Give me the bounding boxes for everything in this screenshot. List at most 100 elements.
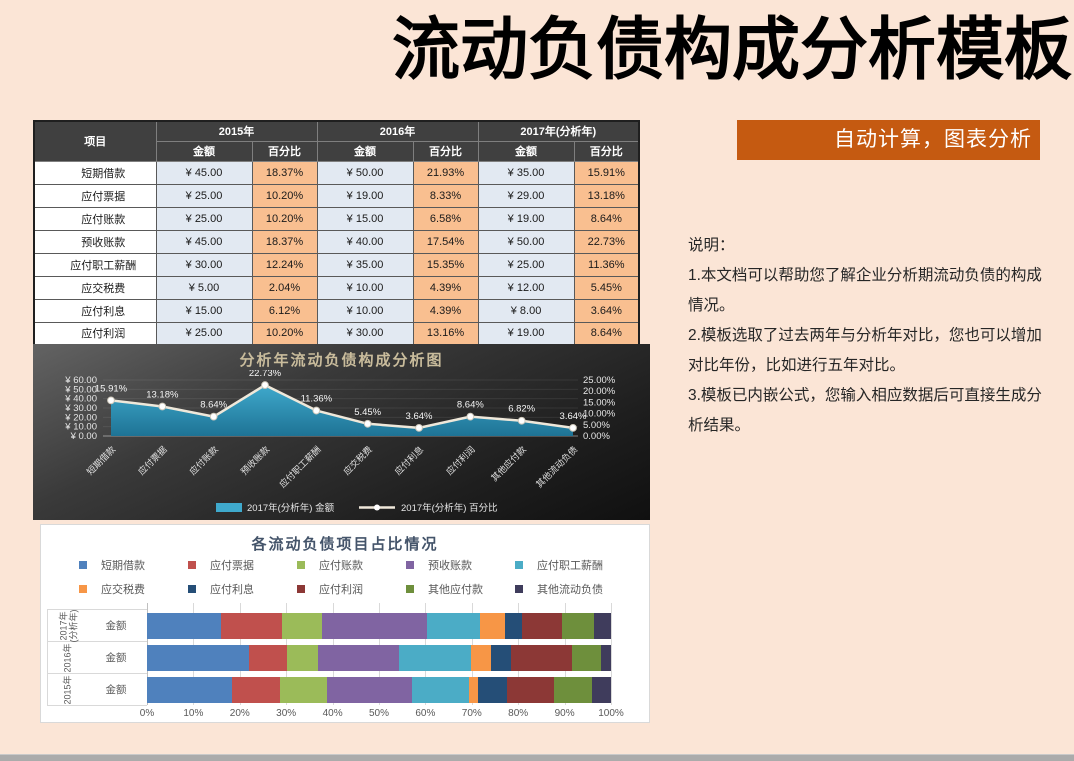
cell-percent[interactable]: 18.37% — [251, 229, 318, 254]
legend-item[interactable]: 短期借款 — [79, 557, 188, 573]
cell-amount[interactable]: ¥ 15.00 — [316, 206, 414, 231]
liabilities-table[interactable]: 项目 2015年 2016年 2017年(分析年) 金额 百分比 金额 百分比 金额 百分比 短期… — [33, 120, 641, 346]
cell-percent[interactable]: 8.64% — [573, 206, 640, 231]
legend-item[interactable]: 其他流动负债 — [515, 581, 624, 597]
data-label: 11.36% — [301, 394, 333, 405]
col-subheader-0-1[interactable]: 百分比 — [251, 140, 318, 162]
cell-amount[interactable]: ¥ 50.00 — [477, 229, 575, 254]
right-axis-tick: 25.00% — [583, 375, 616, 386]
cell-amount[interactable]: ¥ 40.00 — [316, 229, 414, 254]
cell-amount[interactable]: ¥ 29.00 — [477, 183, 575, 208]
cell-amount[interactable]: ¥ 35.00 — [316, 252, 414, 277]
cell-amount[interactable]: ¥ 10.00 — [316, 275, 414, 300]
cell-percent[interactable]: 15.91% — [573, 160, 640, 185]
legend-amount-label[interactable]: 2017年(分析年) 金额 — [247, 502, 335, 514]
legend-item[interactable]: 应付职工薪酬 — [515, 557, 624, 573]
cell-percent[interactable]: 13.18% — [573, 183, 640, 208]
cell-percent[interactable]: 4.39% — [412, 275, 479, 300]
cell-percent[interactable]: 12.24% — [251, 252, 318, 277]
cell-percent[interactable]: 6.58% — [412, 206, 479, 231]
col-header-item[interactable]: 项目 — [33, 120, 157, 162]
col-subheader-0-0[interactable]: 金额 — [155, 140, 253, 162]
area-chart-plot: ¥ 60.00¥ 50.00¥ 40.00¥ 30.00¥ 20.00¥ 10.… — [64, 370, 616, 514]
legend-item[interactable]: 应付利息 — [188, 581, 297, 597]
stacked-bar-chart[interactable]: 各流动负债项目占比情况 短期借款 应付票据 应付账款 预收账款 应付职工薪酬 应交税费 应付… — [40, 524, 650, 723]
cell-item[interactable]: 短期借款 — [33, 160, 157, 185]
cell-item[interactable]: 应付利息 — [33, 298, 157, 323]
analysis-year-area-chart[interactable]: 分析年流动负债构成分析图 ¥ 60.00 ¥ 50.00 ¥ 40.00 ¥ 30.0… — [33, 344, 650, 520]
bar-segment — [594, 613, 611, 639]
cell-item[interactable]: 应付票据 — [33, 183, 157, 208]
cell-amount[interactable]: ¥ 30.00 — [316, 321, 414, 346]
left-axis-tick: ¥ 10.00 — [64, 422, 97, 433]
cell-item[interactable]: 应交税费 — [33, 275, 157, 300]
cell-percent[interactable]: 10.20% — [251, 183, 318, 208]
table-row: 应付利息 ¥ 15.00 6.12% ¥ 10.00 4.39% ¥ 8.00 3.64% — [33, 298, 640, 323]
cell-percent[interactable]: 8.33% — [412, 183, 479, 208]
cell-item[interactable]: 预收账款 — [33, 229, 157, 254]
legend-item[interactable]: 应交税费 — [79, 581, 188, 597]
cell-percent[interactable]: 5.45% — [573, 275, 640, 300]
data-point-marker — [415, 423, 423, 432]
cell-amount[interactable]: ¥ 25.00 — [155, 183, 253, 208]
cell-percent[interactable]: 10.20% — [251, 206, 318, 231]
cell-amount[interactable]: ¥ 12.00 — [477, 275, 575, 300]
cell-item[interactable]: 应付职工薪酬 — [33, 252, 157, 277]
data-label: 15.91% — [95, 383, 128, 394]
cell-amount[interactable]: ¥ 25.00 — [155, 206, 253, 231]
cell-amount[interactable]: ¥ 50.00 — [316, 160, 414, 185]
cell-amount[interactable]: ¥ 10.00 — [316, 298, 414, 323]
left-axis-tick: ¥ 0.00 — [70, 431, 97, 442]
cell-amount[interactable]: ¥ 5.00 — [155, 275, 253, 300]
cell-amount[interactable]: ¥ 19.00 — [477, 206, 575, 231]
legend-item[interactable]: 应付票据 — [188, 557, 297, 573]
cell-amount[interactable]: ¥ 15.00 — [155, 298, 253, 323]
note-line-0: 说明： — [688, 237, 735, 254]
col-subheader-2-0[interactable]: 金额 — [477, 140, 575, 162]
cell-amount[interactable]: ¥ 35.00 — [477, 160, 575, 185]
cell-percent[interactable]: 22.73% — [573, 229, 640, 254]
legend-swatch — [515, 585, 523, 593]
col-header-year-0[interactable]: 2015年 — [155, 120, 318, 142]
col-header-year-1[interactable]: 2016年 — [316, 120, 479, 142]
legend-item[interactable]: 应付账款 — [297, 557, 406, 573]
cell-percent[interactable]: 17.54% — [412, 229, 479, 254]
cell-amount[interactable]: ¥ 8.00 — [477, 298, 575, 323]
legend-item[interactable]: 应付利润 — [297, 581, 406, 597]
cell-percent[interactable]: 3.64% — [573, 298, 640, 323]
bar-segment — [511, 645, 573, 671]
cell-amount[interactable]: ¥ 25.00 — [477, 252, 575, 277]
bar-segment — [326, 677, 413, 703]
cell-percent[interactable]: 15.35% — [412, 252, 479, 277]
col-subheader-1-1[interactable]: 百分比 — [412, 140, 479, 162]
cell-amount[interactable]: ¥ 45.00 — [155, 229, 253, 254]
col-header-year-2[interactable]: 2017年(分析年) — [477, 120, 640, 142]
cell-percent[interactable]: 2.04% — [251, 275, 318, 300]
left-axis-tick: ¥ 30.00 — [64, 403, 97, 414]
cell-percent[interactable]: 8.64% — [573, 321, 640, 346]
cell-item[interactable]: 应付账款 — [33, 206, 157, 231]
cell-percent[interactable]: 6.12% — [251, 298, 318, 323]
data-label: 5.45% — [354, 407, 381, 418]
cell-percent[interactable]: 21.93% — [412, 160, 479, 185]
legend-percent-label[interactable]: 2017年(分析年) 百分比 — [401, 502, 498, 514]
bar-segment — [220, 613, 282, 639]
cell-percent[interactable]: 18.37% — [251, 160, 318, 185]
cell-percent[interactable]: 11.36% — [573, 252, 640, 277]
col-subheader-2-1[interactable]: 百分比 — [573, 140, 640, 162]
cell-amount[interactable]: ¥ 19.00 — [316, 183, 414, 208]
legend-label: 应付票据 — [210, 560, 254, 572]
cell-percent[interactable]: 10.20% — [251, 321, 318, 346]
cell-percent[interactable]: 4.39% — [412, 298, 479, 323]
legend-item[interactable]: 其他应付款 — [406, 581, 515, 597]
legend-label: 应付利息 — [210, 584, 254, 596]
cell-amount[interactable]: ¥ 19.00 — [477, 321, 575, 346]
cell-amount[interactable]: ¥ 30.00 — [155, 252, 253, 277]
col-subheader-1-0[interactable]: 金额 — [316, 140, 414, 162]
cell-percent[interactable]: 13.16% — [412, 321, 479, 346]
stacked-bar — [147, 677, 611, 703]
cell-item[interactable]: 应付利润 — [33, 321, 157, 346]
legend-item[interactable]: 预收账款 — [406, 557, 515, 573]
cell-amount[interactable]: ¥ 45.00 — [155, 160, 253, 185]
cell-amount[interactable]: ¥ 25.00 — [155, 321, 253, 346]
